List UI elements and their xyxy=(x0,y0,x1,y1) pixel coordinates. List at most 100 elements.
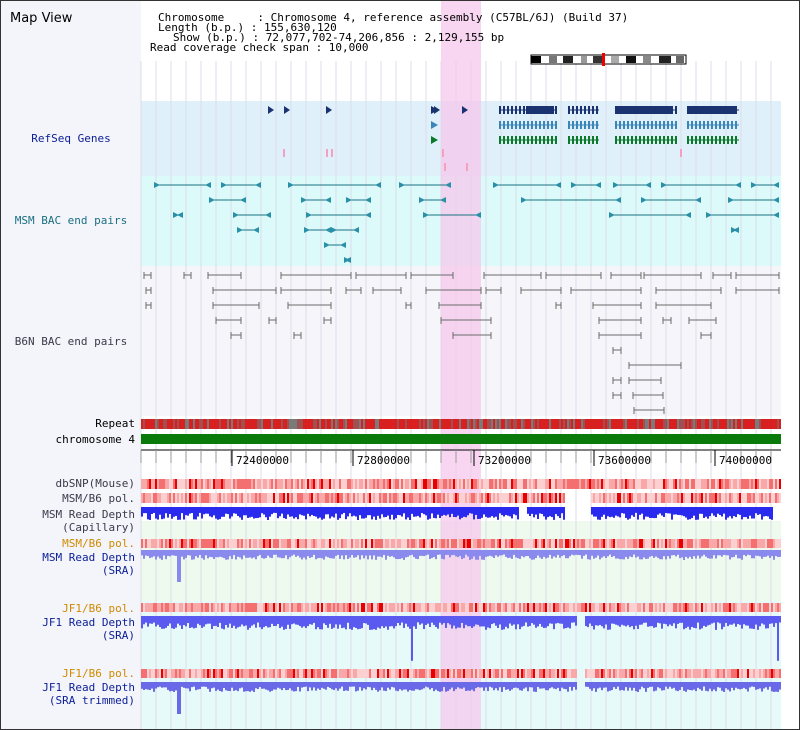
read-depth-bar xyxy=(663,550,665,557)
msm-read-depth-capillary-label[interactable]: MSM Read Depth xyxy=(42,508,135,521)
dbsnp-track-label[interactable]: dbSNP(Mouse) xyxy=(55,477,135,490)
polymorphism-segment xyxy=(209,479,211,489)
read-depth-bar xyxy=(207,616,209,624)
polymorphism-segment xyxy=(315,539,317,548)
polymorphism-segment xyxy=(191,493,193,503)
jf1-read-depth-trimmed-label[interactable]: JF1 Read Depth xyxy=(42,681,135,694)
polymorphism-segment xyxy=(305,669,307,678)
read-depth-bar xyxy=(627,616,629,626)
polymorphism-segment xyxy=(695,479,697,489)
read-depth-bar xyxy=(375,616,377,630)
jf1-b6-pol-trimmed-track-label[interactable]: JF1/B6 pol. xyxy=(62,667,135,680)
read-depth-bar xyxy=(701,550,703,557)
msm-b6-pol-sra-track-label[interactable]: MSM/B6 pol. xyxy=(62,537,135,550)
read-depth-bar xyxy=(559,682,561,692)
polymorphism-segment xyxy=(681,479,683,489)
read-depth-bar xyxy=(479,682,481,688)
read-depth-bar xyxy=(639,616,641,625)
read-depth-bar xyxy=(493,507,495,518)
bac-end-marker xyxy=(345,257,351,263)
polymorphism-segment xyxy=(431,479,433,489)
read-depth-bar xyxy=(319,616,321,630)
polymorphism-segment xyxy=(401,669,403,678)
polymorphism-segment xyxy=(563,479,565,489)
read-depth-bar xyxy=(601,616,603,627)
read-depth-bar xyxy=(383,550,385,555)
polymorphism-segment xyxy=(207,669,209,678)
polymorphism-segment xyxy=(199,479,201,489)
polymorphism-segment xyxy=(507,479,509,489)
polymorphism-segment xyxy=(741,493,743,503)
polymorphism-segment xyxy=(207,603,209,612)
polymorphism-segment xyxy=(669,539,671,548)
read-depth-bar xyxy=(353,616,355,628)
repeat-track-label[interactable]: Repeat xyxy=(95,417,135,430)
repeat-segment xyxy=(507,419,509,429)
refseq-track-label[interactable]: RefSeq Genes xyxy=(31,132,111,145)
read-depth-bar xyxy=(343,616,345,628)
polymorphism-segment xyxy=(331,603,333,612)
read-depth-bar xyxy=(623,550,625,560)
read-depth-bar xyxy=(707,550,709,559)
gene-exon xyxy=(715,136,717,144)
polymorphism-segment xyxy=(735,669,737,678)
polymorphism-segment xyxy=(541,603,543,612)
polymorphism-segment xyxy=(253,669,255,678)
polymorphism-segment xyxy=(773,493,775,503)
polymorphism-segment xyxy=(665,479,667,489)
b6n-bac-track-label[interactable]: B6N BAC end pairs xyxy=(14,335,128,348)
polymorphism-segment xyxy=(775,493,777,503)
polymorphism-segment xyxy=(255,603,257,612)
read-depth-bar xyxy=(515,507,517,516)
read-depth-bar xyxy=(179,507,181,520)
polymorphism-segment xyxy=(299,493,301,503)
polymorphism-segment xyxy=(627,669,629,678)
read-depth-bar xyxy=(469,616,471,627)
read-depth-bar xyxy=(709,507,711,517)
read-depth-bar xyxy=(709,616,711,625)
read-depth-bar xyxy=(585,616,587,627)
read-depth-bar xyxy=(453,507,455,517)
read-depth-bar xyxy=(501,682,503,692)
polymorphism-segment xyxy=(319,539,321,548)
polymorphism-segment xyxy=(335,479,337,489)
polymorphism-segment xyxy=(773,669,775,678)
read-depth-bar xyxy=(763,616,765,625)
polymorphism-segment xyxy=(209,603,211,612)
read-depth-bar xyxy=(721,616,723,630)
jf1-b6-pol-track-label[interactable]: JF1/B6 pol. xyxy=(62,602,135,615)
read-depth-bar xyxy=(681,507,683,516)
polymorphism-segment xyxy=(559,669,561,678)
read-depth-bar xyxy=(303,507,305,516)
polymorphism-segment xyxy=(517,603,519,612)
polymorphism-segment xyxy=(763,539,765,548)
read-depth-bar xyxy=(399,616,401,626)
read-depth-bar xyxy=(515,682,517,688)
msm-b6-pol-track-label[interactable]: MSM/B6 pol. xyxy=(62,492,135,505)
polymorphism-segment xyxy=(307,479,309,489)
repeat-segment xyxy=(749,419,751,429)
read-depth-bar xyxy=(697,550,699,556)
polymorphism-segment xyxy=(317,539,319,548)
read-depth-bar xyxy=(617,507,619,517)
polymorphism-segment xyxy=(751,479,753,489)
jf1-read-depth-sra-label[interactable]: JF1 Read Depth xyxy=(42,616,135,629)
read-depth-bar xyxy=(603,616,605,629)
polymorphism-segment xyxy=(677,493,679,503)
read-depth-bar xyxy=(777,616,779,661)
repeat-segment xyxy=(185,419,187,429)
read-depth-bar xyxy=(739,682,741,690)
polymorphism-segment xyxy=(691,603,693,612)
read-depth-bar xyxy=(213,507,215,516)
read-depth-bar xyxy=(547,550,549,558)
msm-read-depth-sra-label[interactable]: MSM Read Depth xyxy=(42,551,135,564)
polymorphism-segment xyxy=(535,479,537,489)
polymorphism-segment xyxy=(727,493,729,503)
msm-bac-track-label[interactable]: MSM BAC end pairs xyxy=(14,214,128,227)
gene-exon xyxy=(711,136,713,144)
polymorphism-segment xyxy=(431,603,433,612)
read-depth-bar xyxy=(703,507,705,519)
chromosome-track-label[interactable]: chromosome 4 xyxy=(55,433,135,446)
bac-end-marker xyxy=(325,197,331,203)
